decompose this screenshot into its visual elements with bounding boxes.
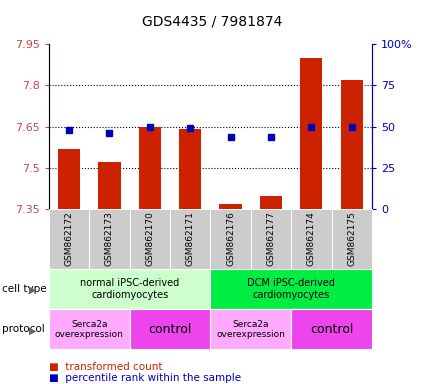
Text: GSM862171: GSM862171	[186, 212, 195, 266]
Text: ▶: ▶	[29, 325, 37, 336]
Text: normal iPSC-derived
cardiomyocytes: normal iPSC-derived cardiomyocytes	[80, 278, 179, 300]
Text: control: control	[310, 323, 353, 336]
Bar	[179, 129, 201, 209]
Text: GSM862177: GSM862177	[266, 212, 275, 266]
Text: GSM862174: GSM862174	[307, 212, 316, 266]
Bar	[260, 195, 282, 209]
Text: GSM862172: GSM862172	[65, 212, 74, 266]
Text: GSM862170: GSM862170	[145, 212, 154, 266]
Bar	[139, 127, 161, 209]
Bar	[98, 162, 121, 209]
Text: Serca2a
overexpression: Serca2a overexpression	[216, 319, 285, 339]
Text: ▶: ▶	[29, 285, 37, 295]
Text: GSM862173: GSM862173	[105, 212, 114, 266]
Bar	[58, 149, 80, 209]
Text: GSM862175: GSM862175	[347, 212, 356, 266]
Text: protocol: protocol	[2, 324, 45, 334]
Bar	[300, 58, 323, 209]
Text: control: control	[148, 323, 192, 336]
Text: GDS4435 / 7981874: GDS4435 / 7981874	[142, 14, 283, 28]
Text: GSM862176: GSM862176	[226, 212, 235, 266]
Text: Serca2a
overexpression: Serca2a overexpression	[55, 319, 124, 339]
Text: DCM iPSC-derived
cardiomyocytes: DCM iPSC-derived cardiomyocytes	[247, 278, 335, 300]
Text: ■  transformed count: ■ transformed count	[49, 362, 162, 372]
Bar	[219, 204, 242, 209]
Text: ■  percentile rank within the sample: ■ percentile rank within the sample	[49, 373, 241, 383]
Text: cell type: cell type	[2, 284, 47, 294]
Bar	[340, 80, 363, 209]
